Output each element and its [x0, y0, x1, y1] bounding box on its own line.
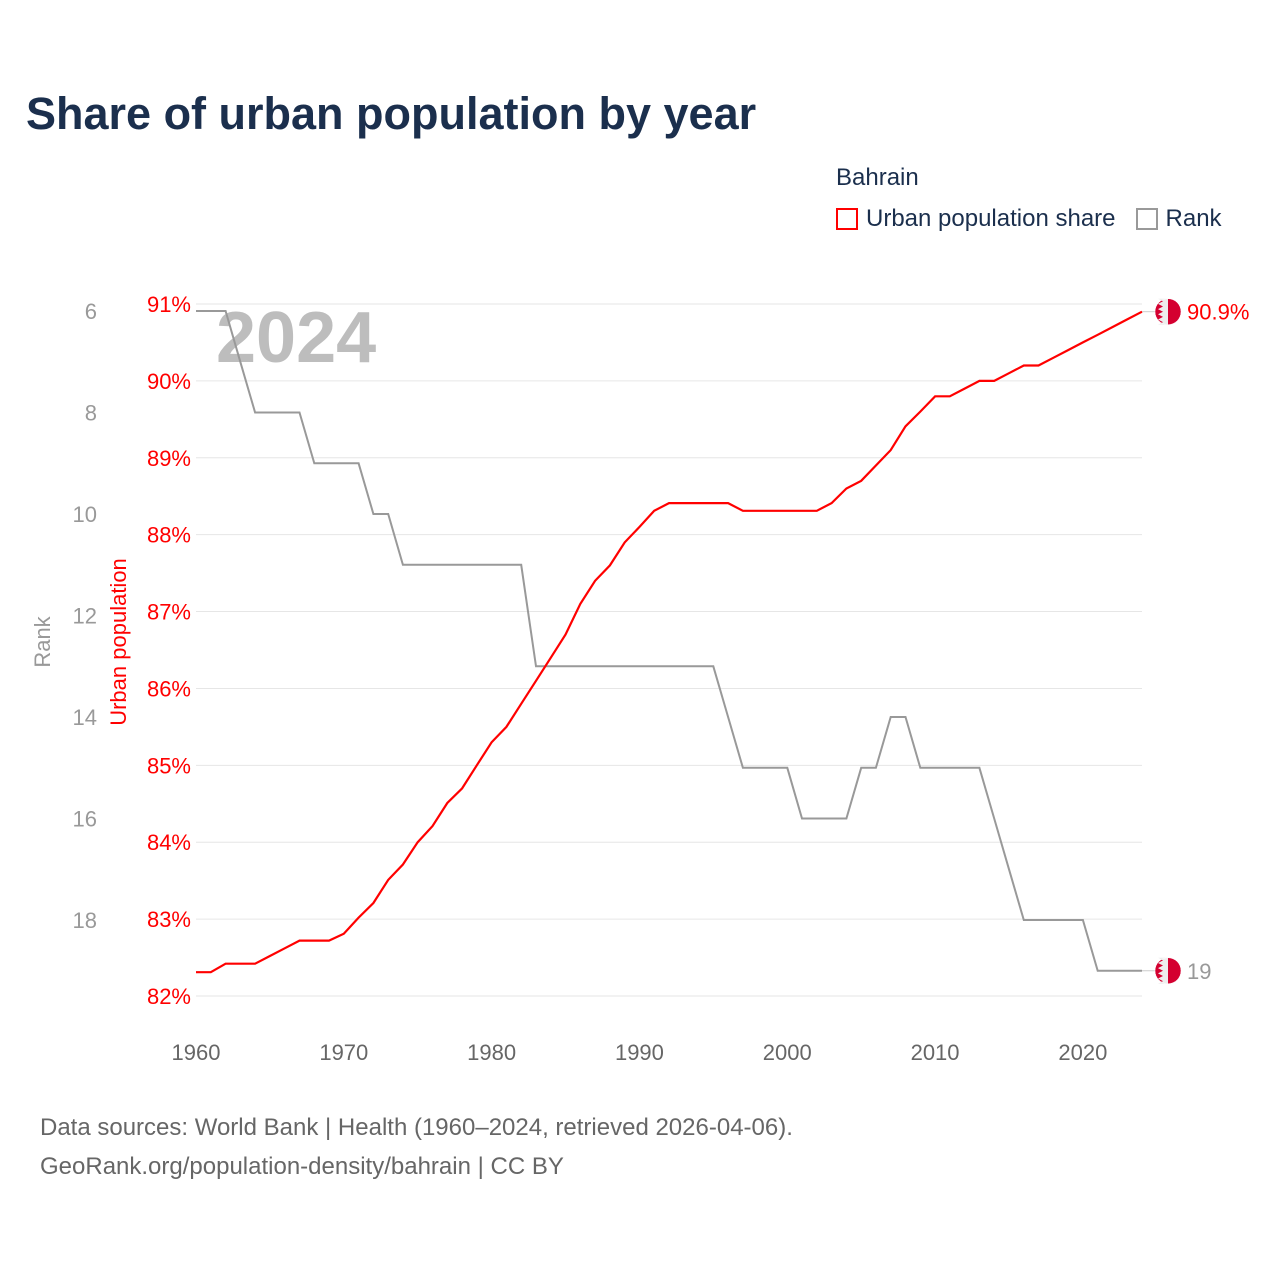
chart-title: Share of urban population by year	[26, 88, 757, 139]
rank-line	[196, 310, 1142, 972]
urban-end-flag-stripe	[1158, 298, 1168, 325]
legend-swatch-urban	[836, 208, 858, 230]
legend-label-urban: Urban population share	[866, 205, 1116, 232]
urban-tick-label: 85%	[147, 753, 191, 778]
rank-end-flag-outline	[1154, 957, 1182, 984]
urban-tick-label: 91%	[147, 292, 191, 317]
rank-tick-label: 12	[73, 604, 97, 629]
urban-end-flag-outline	[1154, 298, 1182, 325]
rank-end-label: 19	[1187, 959, 1211, 984]
urban-tick-label: 84%	[147, 830, 191, 855]
urban-tick-label: 86%	[147, 676, 191, 701]
urban-tick-label: 82%	[147, 984, 191, 1009]
x-tick-label: 2010	[911, 1040, 960, 1065]
urban-line	[196, 310, 1143, 974]
rank-tick-label: 8	[85, 401, 97, 426]
legend-title: Bahrain	[836, 164, 919, 191]
source-note: Data sources: World Bank | Health (1960–…	[40, 1108, 793, 1186]
rank-tick-label: 14	[73, 705, 97, 730]
source-line-2[interactable]: GeoRank.org/population-density/bahrain |…	[40, 1153, 564, 1180]
rank-tick-label: 6	[85, 299, 97, 324]
x-tick-label: 2020	[1058, 1040, 1107, 1065]
rank-axis-label: Rank	[30, 615, 55, 667]
urban-tick-label: 89%	[147, 446, 191, 471]
urban-tick-label: 87%	[147, 600, 191, 625]
urban-axis-label: Urban population	[106, 558, 131, 726]
legend-swatch-rank	[1135, 208, 1158, 230]
urban-end-label: 90.9%	[1187, 300, 1249, 325]
urban-tick-label: 83%	[147, 907, 191, 932]
urban-tick-label: 88%	[147, 523, 191, 548]
rank-tick-label: 16	[73, 807, 97, 832]
legend: Urban population share Rank	[836, 205, 1222, 233]
rank-tick-label: 18	[73, 908, 97, 933]
urban-tick-label: 90%	[147, 369, 191, 394]
x-tick-label: 1990	[615, 1040, 664, 1065]
x-tick-label: 1970	[319, 1040, 368, 1065]
rank-tick-label: 10	[73, 502, 97, 527]
source-line-1: Data sources: World Bank | Health (1960–…	[40, 1114, 793, 1141]
x-tick-label: 1960	[172, 1040, 221, 1065]
year-watermark: 2024	[216, 298, 376, 378]
rank-end-flag-stripe	[1158, 957, 1168, 984]
x-tick-label: 1980	[467, 1040, 516, 1065]
legend-item-rank[interactable]: Rank	[1135, 205, 1222, 233]
legend-item-urban[interactable]: Urban population share	[836, 205, 1116, 233]
x-tick-label: 2000	[763, 1040, 812, 1065]
legend-label-rank: Rank	[1165, 205, 1222, 232]
